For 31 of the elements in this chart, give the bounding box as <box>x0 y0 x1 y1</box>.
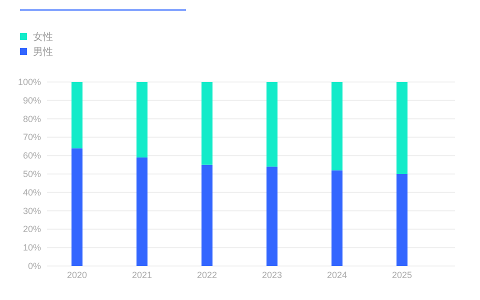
bar <box>332 82 342 170</box>
bar <box>72 82 82 148</box>
y-tick-label: 0% <box>28 261 41 271</box>
bar <box>396 174 408 266</box>
y-tick-label: 90% <box>22 95 41 106</box>
x-tick-label: 2024 <box>326 270 348 280</box>
bar <box>136 157 148 266</box>
x-tick-label: 2023 <box>262 270 282 280</box>
x-tick-label: 2020 <box>66 270 88 280</box>
y-tick-label: 60% <box>22 150 41 161</box>
bar <box>202 82 212 165</box>
y-tick-label: 30% <box>22 206 41 216</box>
bar <box>72 148 82 266</box>
bar <box>266 82 278 167</box>
x-tick-label: 2022 <box>196 270 218 280</box>
bar <box>202 164 212 266</box>
bar <box>136 82 148 158</box>
y-tick-label: 100% <box>18 77 41 87</box>
legend-label: 女性 <box>33 31 53 43</box>
bar <box>332 170 342 266</box>
legend-label: 男性 <box>33 46 53 58</box>
y-tick-label: 80% <box>22 114 41 124</box>
y-tick-label: 20% <box>22 224 41 234</box>
bar <box>266 166 278 266</box>
y-tick-label: 10% <box>22 242 41 253</box>
y-tick-label: 70% <box>22 132 41 142</box>
y-tick-label: 50% <box>22 169 41 179</box>
x-tick-label: 2021 <box>132 270 152 280</box>
y-tick-label: 40% <box>22 187 41 198</box>
bar <box>396 82 408 174</box>
x-tick-label: 2025 <box>392 270 412 280</box>
